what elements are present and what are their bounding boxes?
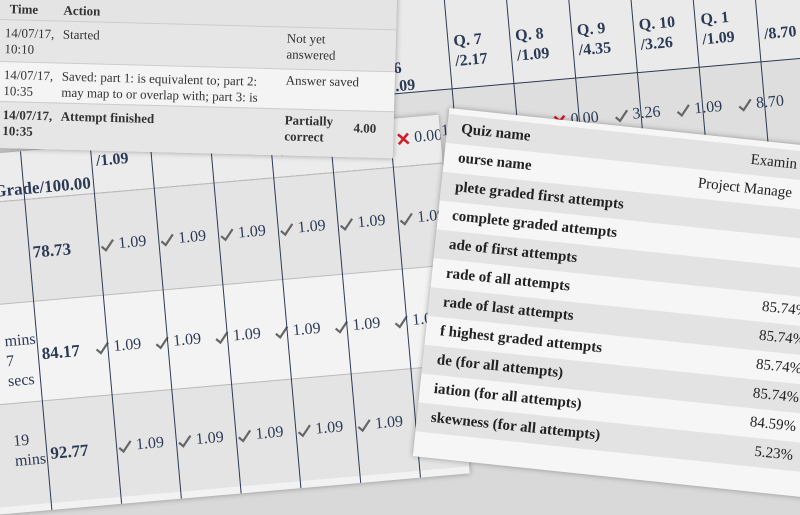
column-header: Time (9, 1, 39, 17)
mark-cell: 8.70 (737, 92, 785, 115)
check-icon (178, 434, 192, 448)
time: 14/07/17, 10:10 (4, 25, 55, 57)
question-number: Q. 1 (699, 9, 730, 29)
mark-cell: 1.09 (334, 315, 381, 337)
question-max: /1.09 (516, 44, 551, 65)
check-icon (215, 331, 229, 345)
mark-cell: 1.09 (274, 320, 321, 342)
column-header: /1.09 (95, 149, 130, 170)
mark-value: 8.70 (755, 92, 785, 112)
mark-cell: 1.09 (676, 98, 723, 120)
check-icon (399, 212, 413, 226)
mark-value: 1.09 (296, 217, 327, 237)
question-number: Q. 9 (576, 19, 607, 40)
check-icon (238, 429, 252, 443)
mark-cell: 1.09 (95, 336, 142, 358)
question-max: /8.70 (763, 23, 798, 43)
grade: 92.77 (49, 440, 90, 463)
check-icon (100, 238, 114, 252)
check-icon (280, 223, 294, 237)
mark-value: 1.09 (195, 428, 225, 449)
time: 14/07/17, 10:35 (3, 67, 54, 99)
check-icon (275, 326, 289, 340)
question-number: Q. 10 (638, 13, 676, 34)
time-taken: 7 (5, 352, 16, 371)
grade: 78.73 (32, 239, 72, 262)
state: Not yet answered (286, 30, 336, 63)
quiz-statistics-panel: Quiz name Examin ourse name Project Manage p… (412, 108, 800, 498)
check-icon (220, 228, 234, 242)
check-icon (676, 104, 690, 118)
mark-cell: 1.09 (399, 207, 446, 229)
mark-cell: 1.09 (214, 325, 262, 347)
mark-value: 1.09 (117, 232, 148, 253)
mark-value: 1.09 (177, 227, 207, 247)
mark-cell: 1.09 (219, 222, 267, 244)
state: Answer saved (285, 72, 360, 90)
mark-value: 1.09 (112, 335, 142, 355)
check-icon (615, 109, 629, 123)
question-number: Q. 7 (452, 30, 483, 51)
mark-cell: 1.09 (177, 429, 224, 451)
mark-cell: 1.09 (339, 212, 386, 234)
mark-value: 1.09 (232, 325, 262, 345)
mark-value: 0.00 (413, 126, 443, 146)
question-max: /1.09 (701, 28, 736, 49)
mark-value: 1.09 (693, 97, 723, 118)
time-taken: secs (7, 371, 36, 391)
check-icon (738, 98, 752, 112)
time: 14/07/17, 10:35 (2, 107, 53, 139)
question-number: Q. 8 (514, 25, 545, 45)
grades-panel: Grade/100.00/1.091.091.090.0078.731.091.… (0, 114, 470, 515)
check-icon (297, 424, 311, 438)
check-icon (357, 419, 371, 433)
mark-value: 1.09 (374, 413, 404, 433)
check-icon (118, 440, 132, 454)
column-header: Action (63, 2, 101, 19)
question-max: /2.17 (454, 50, 489, 70)
mark-value: 1.09 (254, 423, 285, 443)
mark-cell: 1.09 (154, 330, 202, 352)
mark-cell: 1.09 (394, 309, 441, 331)
time-taken: mins (14, 450, 47, 470)
mark-cell: 1.09 (237, 424, 284, 446)
check-icon (394, 315, 408, 329)
check-icon (160, 233, 174, 247)
mark-cell: 1.09 (297, 418, 344, 440)
mark-cell: 3.26 (614, 103, 661, 125)
cross-icon (397, 132, 410, 146)
marks: 4.00 (353, 120, 377, 136)
mark-value: 1.09 (135, 433, 165, 454)
check-icon (334, 320, 348, 334)
attempt-history-panel: Time Action 14/07/17, 10:10 Started Not yet … (0, 0, 398, 159)
question-max: /3.26 (639, 33, 674, 54)
mark-cell: 1.09 (279, 217, 326, 239)
question-max: .09 (394, 76, 416, 96)
mark-value: 3.26 (631, 103, 662, 123)
time-taken: mins (3, 330, 37, 351)
grade: 84.17 (40, 340, 81, 364)
mark-value: 1.09 (356, 211, 387, 232)
mark-value: 1.09 (172, 330, 202, 350)
mark-cell: 1.09 (160, 228, 207, 250)
check-icon (95, 341, 109, 355)
question-max: /4.35 (578, 39, 612, 60)
mark-value: 1.09 (237, 222, 267, 242)
check-icon (339, 218, 354, 231)
mark-value: 1.09 (291, 319, 322, 340)
check-icon (155, 336, 169, 350)
mark-value: 1.09 (314, 418, 344, 438)
mark-cell: 0.00 (396, 127, 443, 149)
time-taken: 19 (12, 431, 30, 451)
mark-value: 1.09 (351, 314, 382, 335)
mark-cell: 1.09 (356, 413, 404, 435)
mark-cell: 1.09 (100, 233, 147, 255)
